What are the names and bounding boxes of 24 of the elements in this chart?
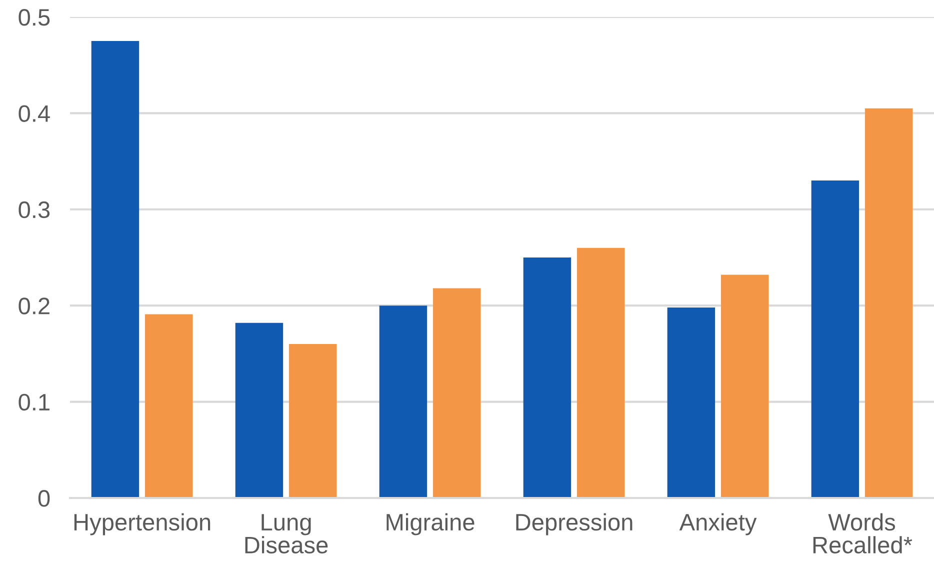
bar [379, 306, 428, 498]
bar [523, 257, 572, 498]
x-tick-label: Migraine [386, 513, 474, 536]
bar [811, 180, 860, 498]
y-tick-label: 0.3 [18, 201, 50, 218]
x-tick-label: Depression [516, 513, 632, 536]
bar [235, 322, 284, 498]
y-tick-label: 0.4 [18, 105, 50, 122]
x-tick-label: Anxiety [679, 513, 757, 536]
bar [667, 308, 716, 498]
bar [576, 248, 625, 498]
y-tick-label: 0.5 [18, 9, 50, 26]
bar [288, 344, 337, 498]
x-tick-label: Words Recalled* [813, 513, 912, 554]
y-tick-label: 0.2 [18, 298, 50, 314]
y-tick-label: 0.1 [18, 394, 50, 411]
x-tick-label: Lung Disease [245, 514, 328, 554]
bar [144, 314, 193, 498]
y-tick-label: 0 [38, 490, 50, 507]
bar [864, 108, 913, 498]
x-tick-label: Hypertension [74, 513, 210, 536]
bar [91, 41, 140, 498]
bar [720, 274, 769, 498]
bar [432, 288, 481, 498]
